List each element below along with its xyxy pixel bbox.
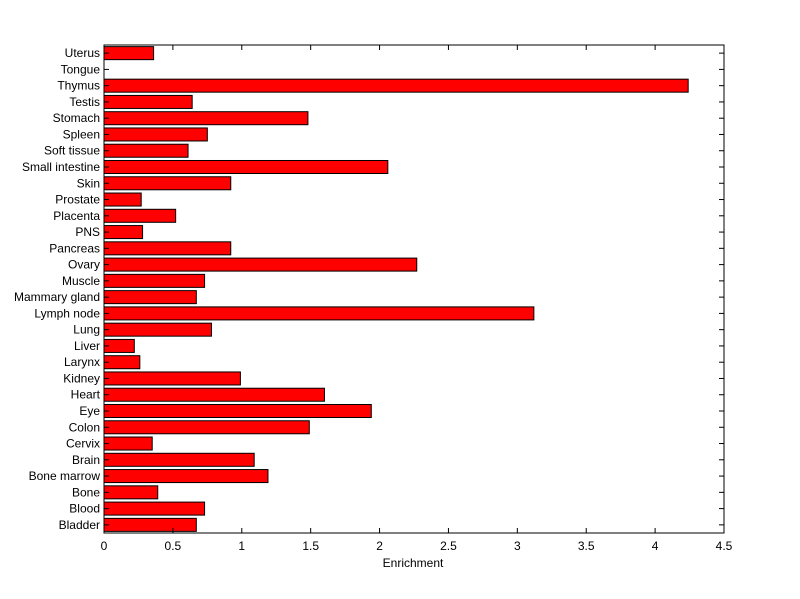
bar-mammary-gland xyxy=(103,290,197,305)
bar-bladder xyxy=(103,517,197,532)
x-tick-label-3-5: 3.5 xyxy=(578,539,595,553)
bar-kidney xyxy=(103,371,241,386)
y-tick-label-pancreas: Pancreas xyxy=(49,241,100,255)
bar-cervix xyxy=(103,436,153,451)
y-tick-label-spleen: Spleen xyxy=(63,127,100,141)
x-tick-label-1: 1 xyxy=(238,539,245,553)
x-axis-label: Enrichment xyxy=(383,556,444,570)
y-axis-ticks: Bladder Blood Bone Bone marrow Brain Cervix Co… xyxy=(14,46,724,532)
y-tick-label-bone-marrow: Bone marrow xyxy=(29,469,101,483)
y-tick-label-lung: Lung xyxy=(73,323,100,337)
bar-soft-tissue xyxy=(103,143,189,158)
y-tick-label-heart: Heart xyxy=(71,388,101,402)
x-tick-label-0: 0 xyxy=(101,539,108,553)
bar-lymph-node xyxy=(103,306,535,321)
y-tick-label-placenta: Placenta xyxy=(53,209,100,223)
y-tick-label-small-intestine: Small intestine xyxy=(22,160,100,174)
y-tick-label-pns: PNS xyxy=(75,225,100,239)
bar-prostate xyxy=(103,192,142,207)
bar-colon xyxy=(103,420,310,435)
y-tick-label-muscle: Muscle xyxy=(62,274,100,288)
y-tick-label-lymph-node: Lymph node xyxy=(34,306,100,320)
x-tick-label-2-5: 2.5 xyxy=(440,539,457,553)
bar-bone-marrow xyxy=(103,469,269,484)
y-tick-label-mammary-gland: Mammary gland xyxy=(14,290,100,304)
x-tick-label-0-5: 0.5 xyxy=(165,539,182,553)
x-tick-label-3: 3 xyxy=(514,539,521,553)
bar-lung xyxy=(103,322,212,337)
bar-spleen xyxy=(103,127,208,142)
y-tick-label-cervix: Cervix xyxy=(66,437,100,451)
y-tick-label-uterus: Uterus xyxy=(65,46,100,60)
x-tick-label-4-5: 4.5 xyxy=(716,539,733,553)
y-tick-label-ovary: Ovary xyxy=(68,258,100,272)
bar-small-intestine xyxy=(103,159,389,175)
bar-skin xyxy=(103,176,232,191)
y-tick-label-larynx: Larynx xyxy=(64,355,100,369)
bar-brain xyxy=(103,452,255,467)
y-tick-label-eye: Eye xyxy=(79,404,100,418)
y-tick-label-tongue: Tongue xyxy=(61,62,101,76)
bar-blood xyxy=(103,501,206,516)
y-tick-label-blood: Blood xyxy=(69,502,100,516)
bar-testis xyxy=(103,94,193,109)
bar-stomach xyxy=(103,111,309,126)
bar-thymus xyxy=(103,78,689,93)
y-tick-label-bladder: Bladder xyxy=(59,518,100,532)
bar-placenta xyxy=(103,208,177,223)
y-tick-label-liver: Liver xyxy=(74,339,100,353)
bar-bone xyxy=(103,485,159,500)
x-axis-ticks: 0 0.5 1 1.5 2 2.5 3 3.5 4 4.5 xyxy=(101,45,733,553)
bar-ovary xyxy=(103,257,418,272)
y-tick-label-prostate: Prostate xyxy=(55,193,100,207)
bar-heart xyxy=(103,387,325,402)
x-tick-label-2: 2 xyxy=(376,539,383,553)
y-tick-label-bone: Bone xyxy=(72,485,100,499)
y-tick-label-testis: Testis xyxy=(69,95,100,109)
x-tick-label-1-5: 1.5 xyxy=(302,539,319,553)
bar-pancreas xyxy=(103,241,232,256)
y-tick-label-kidney: Kidney xyxy=(63,371,100,385)
bar-muscle xyxy=(103,273,206,288)
axes-box xyxy=(103,44,725,534)
y-tick-label-stomach: Stomach xyxy=(53,111,100,125)
x-tick-label-4: 4 xyxy=(652,539,659,553)
y-tick-label-thymus: Thymus xyxy=(57,79,100,93)
y-tick-label-colon: Colon xyxy=(69,420,100,434)
y-tick-label-soft-tissue: Soft tissue xyxy=(44,144,100,158)
y-tick-label-skin: Skin xyxy=(77,176,100,190)
bar-eye xyxy=(103,403,372,419)
bar-uterus xyxy=(103,46,155,61)
y-tick-label-brain: Brain xyxy=(72,453,100,467)
bar-pns xyxy=(103,225,144,240)
bar-larynx xyxy=(103,355,141,370)
